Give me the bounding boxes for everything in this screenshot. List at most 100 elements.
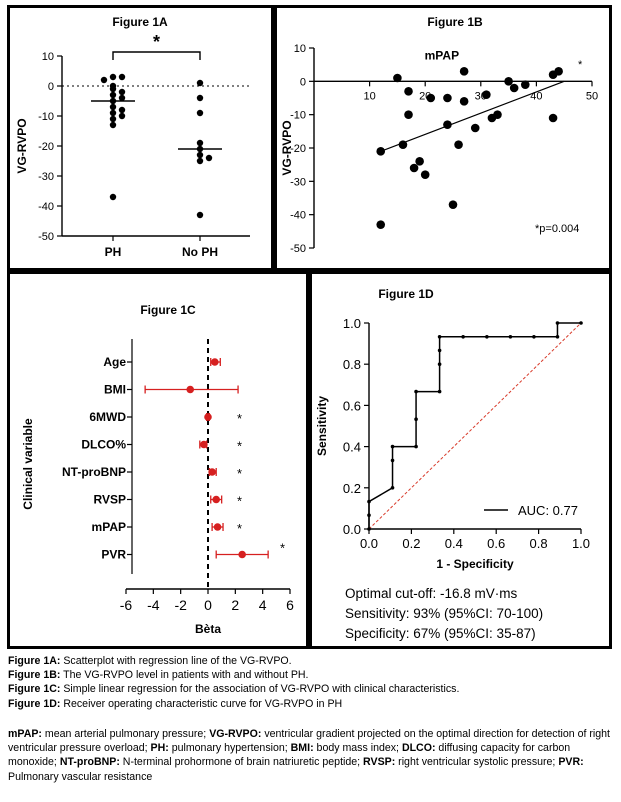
x-tick-label: 0 — [204, 597, 212, 613]
caption-1d: Figure 1D: Receiver operating characteri… — [8, 697, 343, 710]
data-point — [196, 157, 204, 165]
variable-label: BMI — [104, 383, 126, 397]
beta-point — [213, 523, 222, 531]
abbr-text: N-terminal prohormone of brain natriuret… — [119, 756, 364, 769]
abbr-text: diffusing capacity for carbon monoxide; — [8, 742, 571, 769]
x-tick-label: 6 — [286, 597, 294, 613]
significance-bracket — [112, 51, 201, 60]
chart-title: Figure 1C — [140, 303, 196, 317]
significance-star: * — [280, 541, 285, 556]
roc-point — [390, 444, 395, 449]
y-tick-label: -40 — [38, 201, 54, 213]
roc-cutoff-text: Optimal cut-off: -16.8 mV·ms — [345, 586, 518, 601]
x-axis-title: mPAP — [425, 48, 459, 62]
beta-point — [238, 550, 246, 559]
abbr-label: VG-RVPO: — [209, 728, 262, 740]
y-tick-label: -40 — [290, 210, 306, 222]
data-point — [443, 93, 452, 103]
x-tick-label: 0.6 — [487, 536, 505, 551]
y-tick-label: 10 — [42, 51, 54, 63]
data-point — [376, 220, 386, 229]
x-axis-title: Bèta — [195, 622, 221, 636]
chance-reference-line — [368, 322, 582, 530]
y-tick-label: -10 — [38, 111, 54, 123]
abbr-label: NT-proBNP: — [59, 756, 120, 769]
caption-1b: Figure 1B: The VG-RVPO level in patients… — [8, 669, 309, 682]
regression-line — [380, 80, 565, 152]
data-point — [118, 94, 126, 102]
figure-1b-panel: Figure 1B 10 0 -10 -20 -30 -40 -50 10 20 30 40 50 mPA… — [274, 5, 612, 271]
abbr-text: Pulmonary vascular resistance — [8, 770, 153, 783]
data-point — [548, 113, 558, 123]
roc-point — [367, 513, 371, 517]
data-point — [196, 109, 204, 117]
x-category-label: PH — [105, 245, 122, 259]
x-tick-label: 0.2 — [402, 536, 420, 551]
data-point — [109, 73, 117, 81]
y-tick-label: 0.6 — [343, 398, 361, 413]
roc-point — [367, 527, 371, 531]
figure-1c-chart: Figure 1C -6 -4 -2 0 2 4 6 Bèta Clinical variable… — [21, 303, 294, 636]
roc-point — [414, 389, 418, 394]
abbr-label: RVSP: — [363, 756, 396, 769]
data-point — [109, 103, 117, 111]
y-axis-title: VG-RVPO — [280, 120, 294, 175]
roc-point — [414, 444, 418, 449]
data-point — [482, 90, 491, 99]
data-point — [420, 170, 430, 179]
abbr-label: PVR: — [558, 756, 584, 769]
figure-captions: Figure 1A: Scatterplot with regression l… — [8, 654, 614, 711]
x-tick-label: 0.0 — [360, 536, 378, 551]
data-point — [109, 91, 117, 99]
roc-point — [390, 458, 395, 463]
data-point — [426, 93, 436, 103]
y-tick-label: 0.2 — [343, 481, 361, 496]
y-tick-label: -20 — [290, 143, 306, 155]
roc-point — [390, 486, 395, 490]
chart-title: Figure 1D — [378, 287, 434, 301]
variable-label: Age — [103, 355, 126, 369]
chart-title: Figure 1A — [112, 15, 168, 29]
abbr-text: mean arterial pulmonary pressure; — [41, 728, 210, 740]
data-point — [404, 87, 413, 96]
data-point — [459, 97, 469, 106]
data-point — [459, 67, 469, 76]
roc-point — [485, 335, 489, 339]
significance-star: * — [237, 494, 242, 509]
x-tick-label: -4 — [147, 597, 160, 613]
y-tick-label: 1.0 — [343, 316, 361, 331]
variable-label: 6MWD — [89, 410, 126, 424]
significance-star: * — [237, 439, 242, 454]
abbr-text: ventricular gradient projected on the op… — [8, 728, 611, 755]
data-point — [404, 110, 413, 119]
data-point — [109, 121, 117, 129]
x-tick-label: -6 — [120, 597, 133, 613]
data-point — [448, 200, 458, 209]
y-tick-label: -10 — [290, 110, 306, 122]
figure-1d-chart: Figure 1D 1.0 0.8 0.6 0.4 0.2 0.00.0 0.2 0.4 0.6 0… — [315, 287, 590, 571]
variable-label: DLCO% — [81, 438, 126, 452]
p-value-annotation: *p=0.004 — [535, 223, 579, 235]
x-axis-title: 1 - Specificity — [436, 557, 514, 571]
data-point — [493, 110, 502, 119]
x-tick-label: 4 — [259, 597, 267, 613]
roc-point — [461, 335, 465, 339]
roc-specificity-text: Specificity: 67% (95%CI: 35-87) — [345, 626, 536, 641]
data-point — [100, 76, 108, 84]
x-tick-label: 0.8 — [530, 536, 548, 551]
y-tick-label: 0.0 — [343, 522, 361, 537]
abbreviations-legend: mPAP: mean arterial pulmonary pressure; … — [8, 727, 614, 784]
beta-point — [208, 468, 216, 476]
y-tick-label: -30 — [38, 171, 54, 183]
data-point — [196, 211, 204, 219]
figure-1c-panel: Figure 1C -6 -4 -2 0 2 4 6 Bèta Clinical variable… — [7, 271, 309, 649]
abbr-text: body mass index; — [313, 742, 402, 755]
beta-point — [186, 385, 195, 394]
data-point — [118, 73, 126, 81]
caption-1a: Figure 1A: Scatterplot with regression l… — [8, 655, 292, 667]
data-point — [509, 83, 519, 93]
x-tick-label: 1.0 — [572, 536, 590, 551]
y-tick-label: -50 — [290, 243, 306, 255]
roc-point — [437, 335, 442, 339]
abbr-text: right ventricular systolic pressure; — [395, 756, 559, 769]
